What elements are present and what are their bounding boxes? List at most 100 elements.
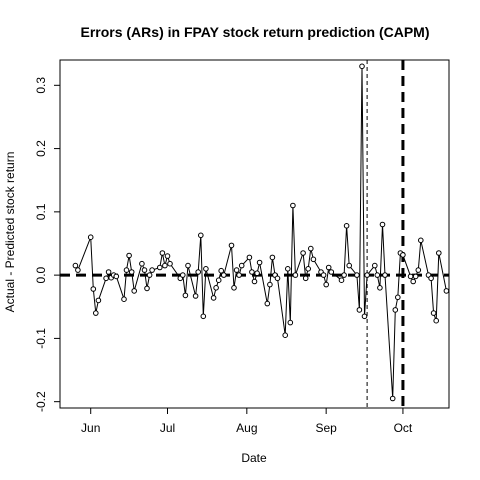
data-point	[90, 286, 97, 292]
data-point	[443, 288, 450, 294]
plot-frame	[59, 59, 450, 409]
data-point	[374, 272, 381, 278]
x-axis-title: Date	[241, 451, 267, 465]
data-point	[341, 272, 347, 278]
data-point	[356, 307, 363, 313]
data-point	[428, 275, 434, 282]
data-point	[121, 296, 127, 303]
data-point	[103, 275, 109, 282]
data-point	[213, 285, 219, 291]
data-point	[274, 275, 281, 282]
data-point	[308, 245, 314, 252]
data-point	[87, 234, 94, 240]
data-point	[436, 250, 442, 256]
y-tick-label: 0.0	[34, 266, 48, 283]
data-point	[382, 272, 388, 278]
data-point	[131, 288, 137, 294]
y-axis: -0.2 -0.1 0.0 0.1 0.2 0.3	[34, 77, 60, 412]
y-tick-label: -0.2	[34, 391, 48, 412]
data-point	[320, 272, 327, 278]
x-tick-label: Aug	[236, 421, 257, 435]
data-point	[167, 260, 173, 267]
series-line	[74, 66, 447, 399]
data-point	[379, 221, 386, 228]
data-point	[282, 332, 289, 339]
data-point	[246, 254, 253, 261]
data-point	[325, 264, 332, 271]
data-point	[267, 281, 273, 288]
data-point	[251, 278, 258, 285]
x-axis: Jun Jul Aug Sep Oct	[81, 408, 413, 435]
data-point	[346, 262, 353, 269]
data-point	[264, 300, 271, 307]
data-point	[418, 237, 424, 244]
data-point	[198, 232, 204, 239]
data-point	[128, 269, 135, 275]
y-tick-label: 0.1	[34, 203, 48, 220]
data-point	[95, 297, 102, 304]
data-point	[364, 272, 370, 278]
x-tick-label: Sep	[315, 421, 337, 435]
data-point	[395, 294, 401, 301]
data-point	[231, 285, 237, 291]
data-point	[75, 267, 81, 273]
data-point	[377, 285, 383, 291]
data-point	[93, 310, 99, 316]
data-point	[192, 293, 199, 299]
data-point	[203, 266, 209, 272]
x-tick-label: Oct	[394, 421, 413, 435]
data-point	[215, 277, 222, 284]
y-tick-label: -0.1	[34, 328, 48, 349]
data-point	[310, 256, 317, 263]
data-point	[72, 262, 79, 269]
plot-area	[60, 60, 450, 408]
data-point	[164, 253, 171, 259]
data-point	[185, 262, 191, 269]
x-tick-label: Jun	[81, 421, 100, 435]
x-tick-label: Jul	[160, 421, 175, 435]
data-point	[228, 242, 235, 249]
data-point	[249, 269, 255, 275]
data-point	[126, 252, 132, 259]
data-point	[221, 272, 227, 278]
data-point	[144, 285, 150, 292]
data-point	[200, 313, 207, 320]
data-point	[254, 270, 260, 277]
data-point	[256, 259, 263, 266]
y-tick-label: 0.2	[34, 140, 48, 157]
data-point	[113, 273, 120, 280]
data-point	[389, 395, 396, 402]
data-point	[323, 281, 330, 288]
data-point	[123, 267, 130, 273]
data-point	[290, 202, 296, 209]
data-point	[415, 267, 422, 273]
data-point	[182, 292, 189, 299]
data-point	[180, 272, 186, 278]
data-point	[139, 260, 145, 267]
data-point	[305, 266, 312, 272]
data-point	[400, 252, 406, 258]
data-point	[338, 277, 345, 284]
chart-title: Errors (ARs) in FPAY stock return predic…	[80, 24, 429, 40]
data-point	[359, 63, 365, 70]
data-point	[407, 273, 414, 280]
data-point	[269, 254, 276, 261]
data-point	[210, 295, 217, 301]
data-point	[141, 267, 148, 273]
data-point	[328, 269, 335, 275]
y-axis-title: Actual - Predicted stock return	[3, 152, 17, 313]
data-point	[287, 319, 294, 326]
data-point	[285, 266, 291, 272]
data-point	[361, 313, 368, 320]
data-point	[149, 267, 155, 273]
data-point	[430, 310, 437, 316]
data-point	[238, 262, 245, 269]
data-point	[433, 317, 440, 324]
data-point	[159, 250, 166, 256]
y-tick-label: 0.3	[34, 77, 48, 94]
data-point	[218, 267, 224, 274]
data-point	[233, 267, 240, 273]
data-point	[392, 307, 399, 313]
data-point	[105, 269, 112, 275]
